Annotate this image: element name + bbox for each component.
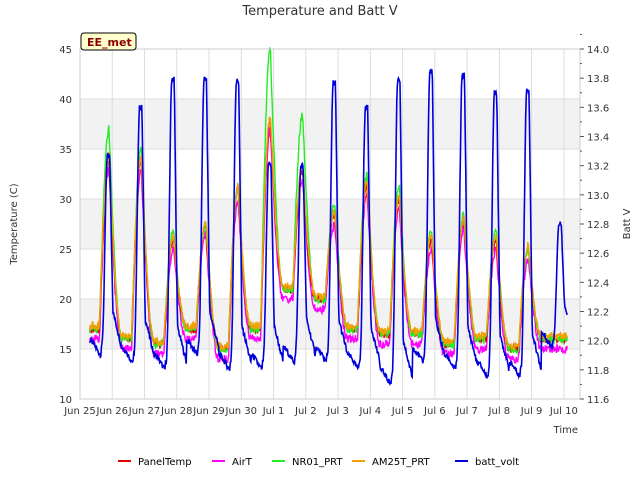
x-tick-label: Jul 6 xyxy=(423,406,446,417)
x-tick-label: Jul 10 xyxy=(549,406,578,417)
background-band xyxy=(80,99,580,149)
legend-label: batt_volt xyxy=(475,457,519,468)
y2-axis-title: Batt V xyxy=(622,208,633,239)
x-tick-label: Jul 7 xyxy=(455,406,478,417)
background-band xyxy=(80,349,580,399)
x-tick-label: Jun 25 xyxy=(63,406,96,417)
y-tick-label: 40 xyxy=(59,95,72,106)
y-tick-label: 10 xyxy=(59,395,72,406)
y-tick-label: 25 xyxy=(59,245,72,256)
station-badge-box xyxy=(80,32,137,51)
y-tick-label: 30 xyxy=(59,195,72,206)
y-tick-label: 35 xyxy=(59,145,72,156)
x-tick-label: Jun 26 xyxy=(95,406,128,417)
y-tick-label: 15 xyxy=(59,345,72,356)
y-tick-label: 20 xyxy=(59,295,72,306)
x-axis-ticks: Jun 25 Jun 26 Jun 27 Jun 28 Jun 29 Jun 30 Jul … xyxy=(63,406,578,417)
series-line-batt-volt xyxy=(89,68,568,386)
x-tick-label: Jul 9 xyxy=(520,406,543,417)
y2-tick-label: 13.8 xyxy=(587,74,609,85)
y2-tick-label: 13.2 xyxy=(587,162,609,173)
y2-tick-label: 12.4 xyxy=(587,278,609,289)
legend: PanelTemp AirT NR01_PRT AM25T_PRT batt_volt xyxy=(118,457,519,468)
y-axis-ticks: 10 15 20 25 30 35 40 45 xyxy=(59,45,72,406)
y2-tick-label: 13.6 xyxy=(587,103,609,114)
background-band xyxy=(80,149,580,199)
x-tick-label: Jun 29 xyxy=(192,406,225,417)
x-tick-label: Jul 2 xyxy=(294,406,317,417)
y2-tick-label: 12.0 xyxy=(587,337,609,348)
chart-title: Temperature and Batt V xyxy=(241,4,397,19)
x-tick-label: Jun 28 xyxy=(160,406,193,417)
legend-label: AM25T_PRT xyxy=(372,457,431,468)
y2-tick-label: 14.0 xyxy=(587,45,609,56)
x-tick-label: Jul 8 xyxy=(488,406,511,417)
x-tick-label: Jul 4 xyxy=(359,406,382,417)
legend-label: NR01_PRT xyxy=(292,457,343,468)
x-tick-label: Jun 30 xyxy=(225,406,258,417)
y2-tick-label: 13.4 xyxy=(587,133,609,144)
x-axis-title: Time xyxy=(553,425,578,436)
y2-tick-label: 11.8 xyxy=(587,366,609,377)
y2-tick-label: 12.8 xyxy=(587,220,609,231)
x-tick-label: Jul 1 xyxy=(262,406,285,417)
background-band xyxy=(80,49,580,99)
station-badge-label: EE_met xyxy=(87,36,132,49)
y-axis-title: Temperature (C) xyxy=(9,183,20,265)
x-tick-label: Jul 5 xyxy=(391,406,414,417)
legend-label: PanelTemp xyxy=(138,457,192,468)
y2-tick-label: 11.6 xyxy=(587,395,609,406)
x-tick-label: Jul 3 xyxy=(326,406,349,417)
y2-tick-label: 12.2 xyxy=(587,308,609,319)
y-tick-label: 45 xyxy=(59,45,72,56)
station-badge: EE_met xyxy=(80,32,137,51)
x-tick-label: Jun 27 xyxy=(128,406,161,417)
y2-axis-ticks: 11.6 11.8 12.0 12.2 12.4 12.6 12.8 13.0 13.2 13.4… xyxy=(580,33,609,406)
series-layer xyxy=(89,47,568,386)
legend-label: AirT xyxy=(232,457,253,468)
y2-tick-label: 13.0 xyxy=(587,191,609,202)
y2-tick-label: 12.6 xyxy=(587,249,609,260)
